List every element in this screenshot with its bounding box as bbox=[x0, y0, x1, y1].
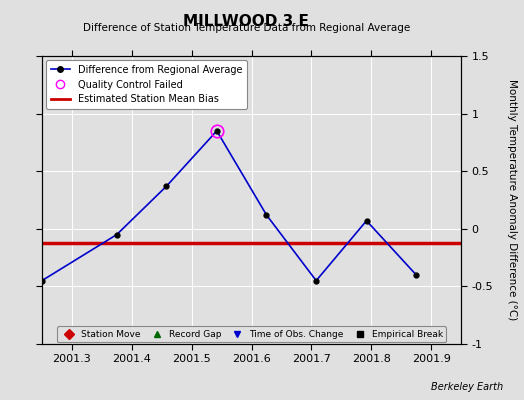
Y-axis label: Monthly Temperature Anomaly Difference (°C): Monthly Temperature Anomaly Difference (… bbox=[507, 79, 517, 321]
Text: MILLWOOD 3 E: MILLWOOD 3 E bbox=[183, 14, 309, 29]
Text: Difference of Station Temperature Data from Regional Average: Difference of Station Temperature Data f… bbox=[83, 23, 410, 33]
Legend: Station Move, Record Gap, Time of Obs. Change, Empirical Break: Station Move, Record Gap, Time of Obs. C… bbox=[57, 326, 446, 342]
Text: Berkeley Earth: Berkeley Earth bbox=[431, 382, 503, 392]
